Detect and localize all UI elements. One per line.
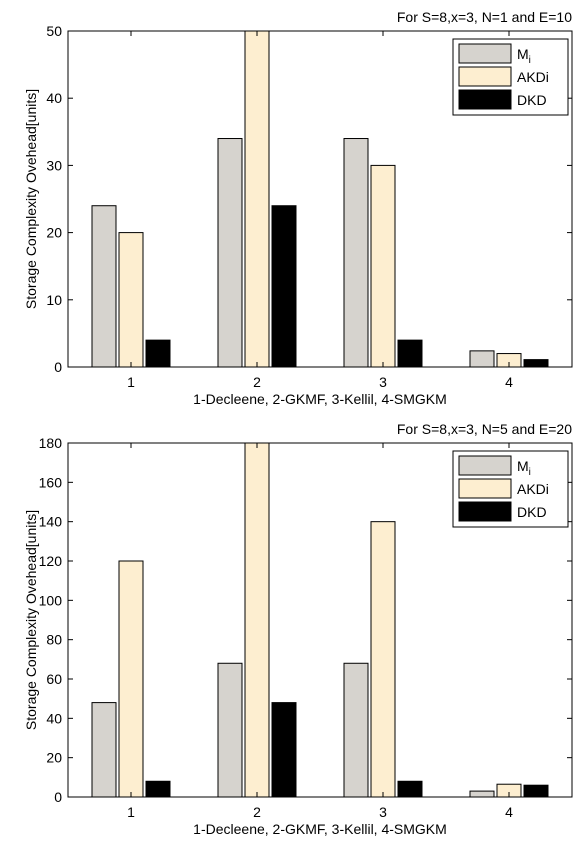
x-tick-label: 1 xyxy=(127,374,135,390)
bar-akdi-3 xyxy=(370,164,396,368)
bar-dkd-1 xyxy=(145,780,171,798)
legend-label-m: Mi xyxy=(517,458,531,478)
bar-dkd-1 xyxy=(145,339,171,368)
y-tick-label: 60 xyxy=(46,671,62,687)
bar-m-3 xyxy=(343,138,369,368)
x-tick-label: 2 xyxy=(253,804,261,820)
bar-dkd-2 xyxy=(271,702,297,798)
bar-dkd-2 xyxy=(271,205,297,368)
plot-frame xyxy=(67,442,573,798)
y-tick-label: 0 xyxy=(54,789,62,805)
y-tick-label: 0 xyxy=(54,359,62,375)
legend-swatch-m xyxy=(458,455,512,476)
y-tick-label: 50 xyxy=(46,23,62,39)
bar-akdi-2 xyxy=(244,442,270,798)
plot-frame xyxy=(67,30,573,368)
bar-dkd-3 xyxy=(397,339,423,368)
y-tick-label: 10 xyxy=(46,292,62,308)
y-tick-label: 160 xyxy=(39,474,63,490)
y-tick-label: 30 xyxy=(46,157,62,173)
legend-swatch-akdi xyxy=(458,66,512,87)
bar-dkd-3 xyxy=(397,780,423,798)
legend-label-m: Mi xyxy=(517,46,531,66)
bar-m-4 xyxy=(469,350,495,368)
bar-m-4 xyxy=(469,790,495,798)
legend-label-dkd: DKD xyxy=(517,92,547,108)
x-tick-label: 3 xyxy=(379,804,387,820)
bar-m-2 xyxy=(217,138,243,368)
y-tick-label: 20 xyxy=(46,750,62,766)
legend: Mi AKDi DKD xyxy=(452,38,569,116)
bar-dkd-4 xyxy=(523,784,549,798)
bar-akdi-3 xyxy=(370,521,396,798)
legend-label-subscript: i xyxy=(529,467,531,478)
bar-m-1 xyxy=(91,702,117,798)
y-tick-label: 80 xyxy=(46,632,62,648)
chart-2: 0 20 40 60 80 100 120 140 160 180 1 2 3 4 For S=8,x=3,… xyxy=(23,421,573,837)
y-tick-label: 20 xyxy=(46,225,62,241)
bar-akdi-2 xyxy=(244,30,270,368)
bar-akdi-1 xyxy=(118,560,144,798)
y-axis-label: Storage Complexity Ovehead[units] xyxy=(23,89,39,309)
bar-m-2 xyxy=(217,662,243,798)
y-tick-label: 100 xyxy=(39,592,63,608)
legend-label-subscript: i xyxy=(529,55,531,66)
legend-swatch-dkd xyxy=(458,501,512,522)
x-axis-label: 1-Decleene, 2-GKMF, 3-Kellil, 4-SMGKM xyxy=(193,391,447,407)
y-tick-label: 180 xyxy=(39,435,63,451)
y-tick-label: 140 xyxy=(39,514,63,530)
bar-akdi-1 xyxy=(118,232,144,368)
bar-m-3 xyxy=(343,662,369,798)
legend-swatch-dkd xyxy=(458,89,512,110)
legend-label-akdi: AKDi xyxy=(517,481,549,497)
x-tick-label: 1 xyxy=(127,804,135,820)
x-axis-label: 1-Decleene, 2-GKMF, 3-Kellil, 4-SMGKM xyxy=(193,821,447,837)
y-tick-label: 120 xyxy=(39,553,63,569)
chart-title: For S=8,x=3, N=5 and E=20 xyxy=(397,421,572,437)
legend: Mi AKDi DKD xyxy=(452,450,569,528)
x-tick-label: 4 xyxy=(505,804,513,820)
legend-label-akdi: AKDi xyxy=(517,69,549,85)
legend-label-dkd: DKD xyxy=(517,504,547,520)
y-axis-label: Storage Complexity Ovehead[units] xyxy=(23,510,39,730)
x-tick-label: 4 xyxy=(505,374,513,390)
x-tick-label: 3 xyxy=(379,374,387,390)
legend-swatch-akdi xyxy=(458,478,512,499)
bar-m-1 xyxy=(91,205,117,368)
x-tick-label: 2 xyxy=(253,374,261,390)
chart-1: 0 10 20 30 40 50 1 2 3 4 For S=8,x=3, N=1 and E=10… xyxy=(23,9,573,407)
chart-title: For S=8,x=3, N=1 and E=10 xyxy=(397,9,572,25)
y-tick-label: 40 xyxy=(46,710,62,726)
y-tick-label: 40 xyxy=(46,90,62,106)
legend-swatch-m xyxy=(458,43,512,64)
bar-dkd-4 xyxy=(523,359,549,368)
